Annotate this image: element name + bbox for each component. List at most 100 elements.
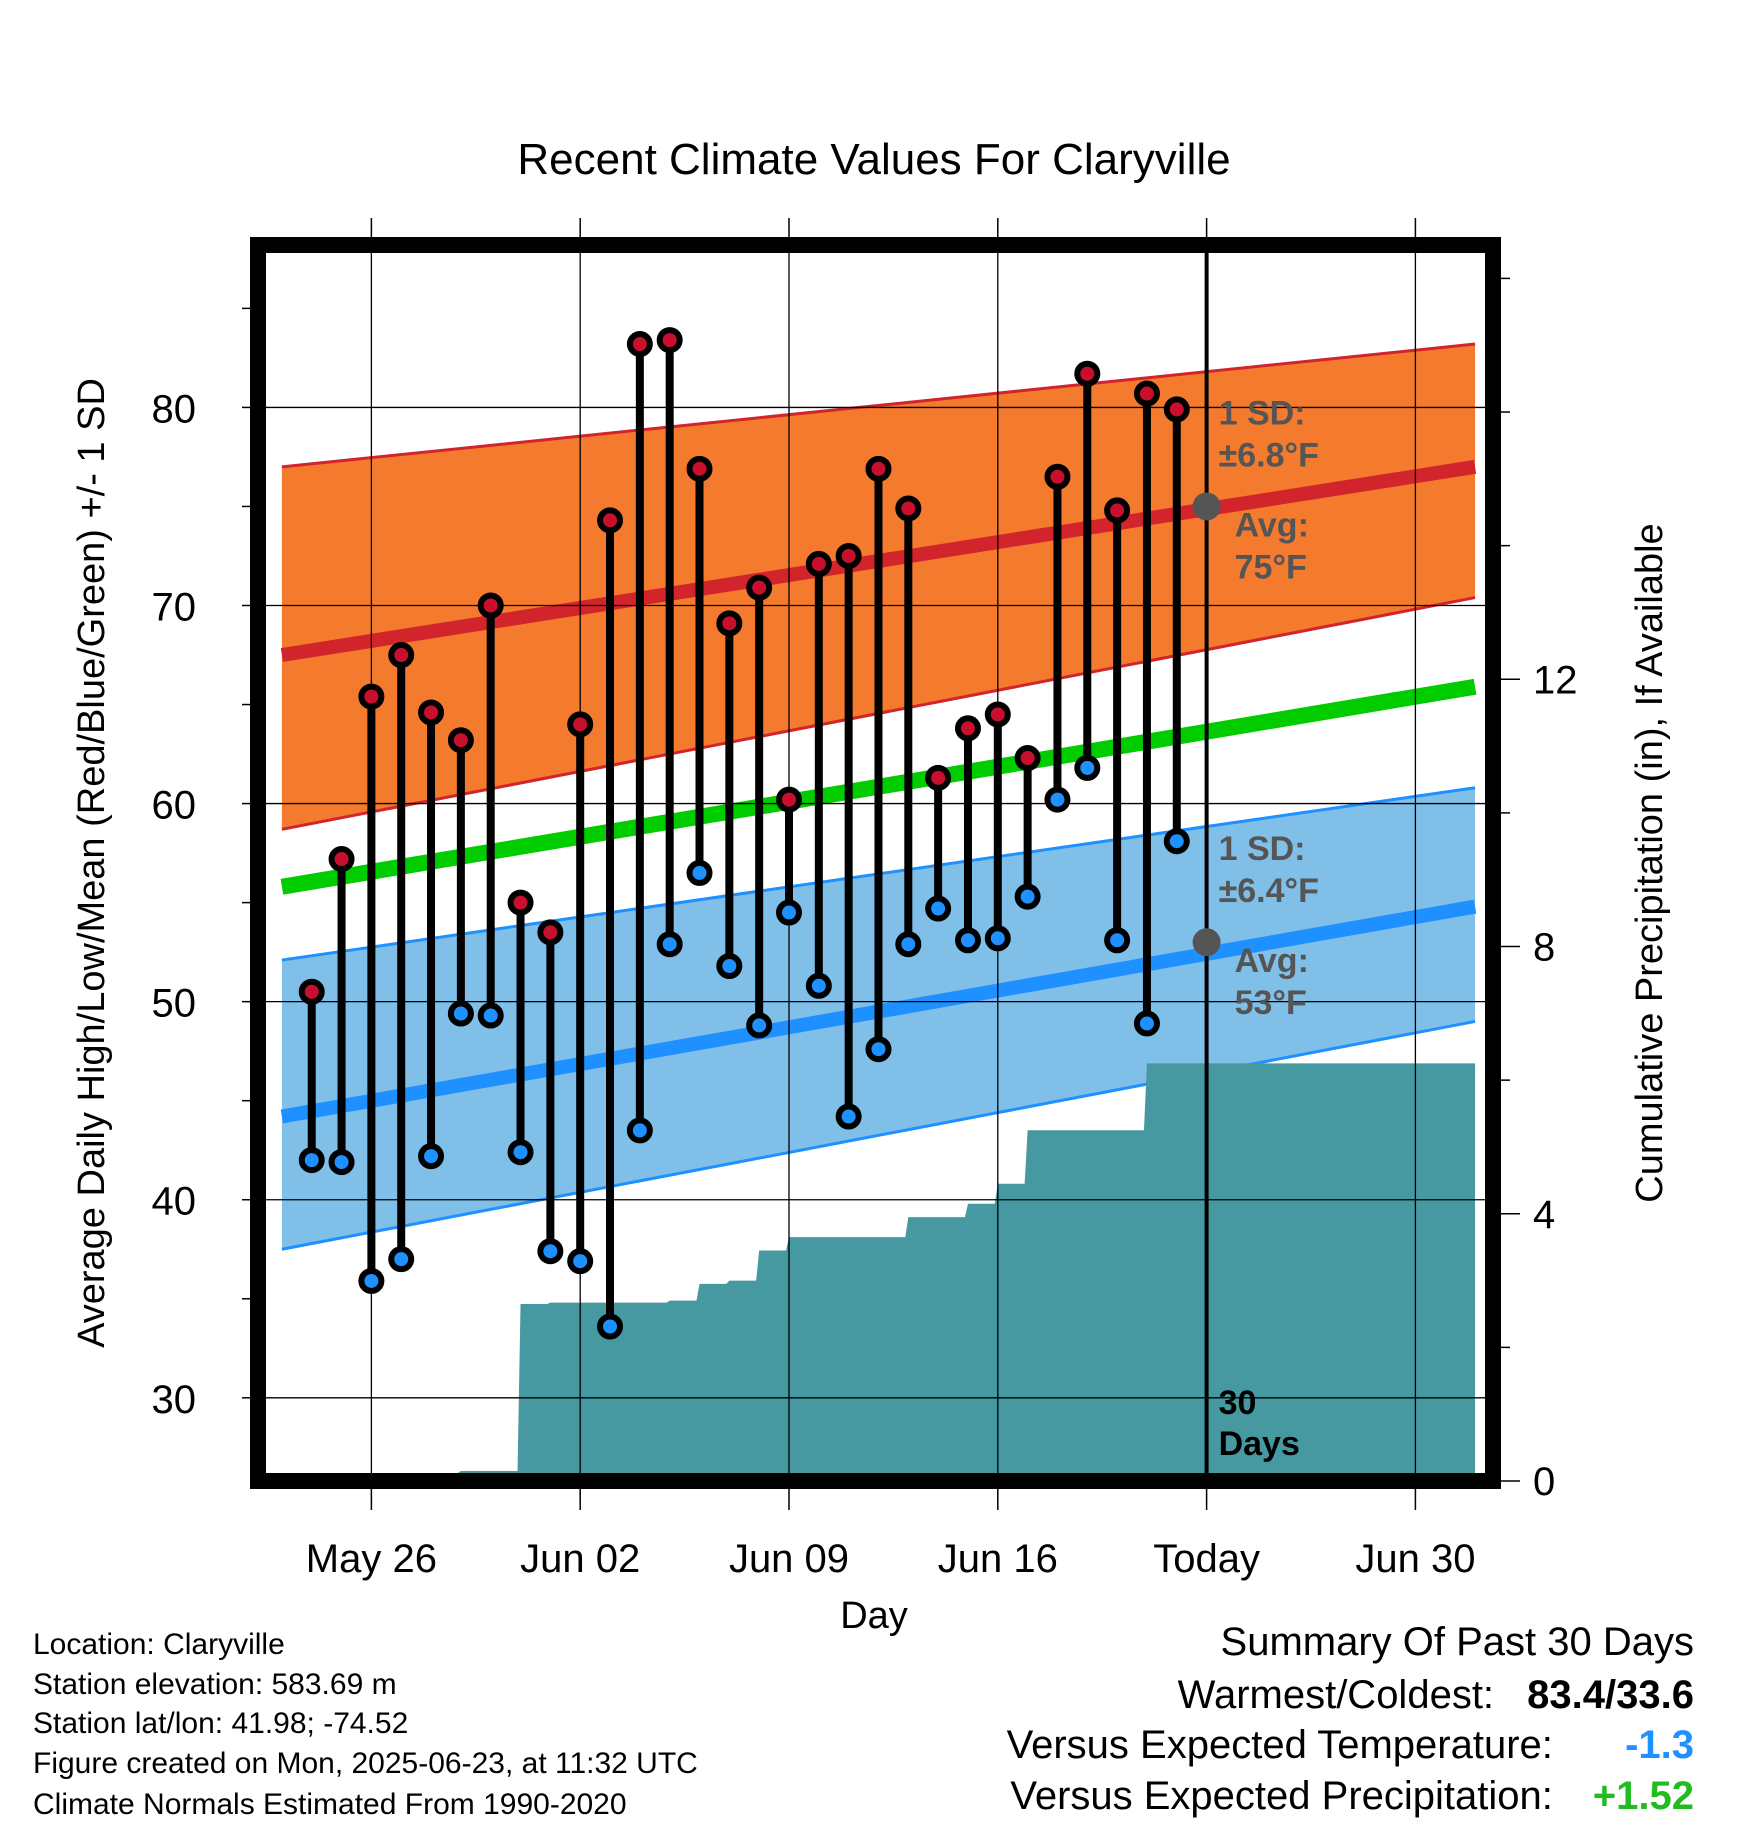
daily-low-point [447, 1000, 474, 1027]
plot-frame [250, 237, 1501, 1489]
daily-low-point [656, 931, 683, 958]
summary-temp-label: Versus Expected Temperature: [1006, 1723, 1553, 1767]
daily-low-point [537, 1238, 564, 1265]
daily-low-point [358, 1267, 385, 1294]
high-avg-value: 75°F [1235, 548, 1307, 586]
daily-low-point [835, 1103, 862, 1130]
daily-high-point [477, 592, 504, 619]
daily-high-point [328, 846, 355, 873]
y-tick-label: 70 [152, 586, 197, 630]
daily-high-point [716, 610, 743, 637]
summary-warm-cold: Warmest/Coldest: 83.4/33.6 [1178, 1675, 1694, 1715]
days-count-label: 30 [1219, 1384, 1257, 1422]
daily-high-point [1163, 396, 1190, 423]
daily-low-point [775, 899, 802, 926]
y-tick-label: 60 [152, 784, 197, 828]
elevation-text: Station elevation: 583.69 m [33, 1668, 397, 1701]
daily-low-point [298, 1147, 325, 1174]
daily-high-point [597, 507, 624, 534]
low-sd-value: ±6.4°F [1219, 872, 1319, 910]
high-avg-marker [1192, 492, 1221, 521]
high-sd-label: 1 SD: [1219, 394, 1306, 432]
x-tick-label: Today [1153, 1537, 1260, 1581]
daily-high-point [358, 683, 385, 710]
daily-low-point [597, 1313, 624, 1340]
daily-high-point [775, 786, 802, 813]
axes: 30 40 50 60 70 80 0 4 8 12 May 26 Jun 02 Jun 09 Jun 1… [152, 218, 1578, 1581]
daily-high-point [865, 455, 892, 482]
high-sd-band-upper-edge [281, 342, 1476, 469]
low-avg-label: Avg: [1235, 942, 1309, 980]
daily-low-point [388, 1246, 415, 1273]
daily-high-point [537, 919, 564, 946]
x-tick-label: Jun 09 [729, 1537, 849, 1581]
daily-low-point [1014, 883, 1041, 910]
daily-high-point [388, 642, 415, 669]
y2-axis-label: Cumulative Precipitation (in), If Availa… [1629, 523, 1671, 1202]
daily-low-point [507, 1139, 534, 1166]
x-tick-label: May 26 [306, 1537, 437, 1581]
created-text: Figure created on Mon, 2025-06-23, at 11… [33, 1747, 698, 1780]
y-axis-label: Average Daily High/Low/Mean (Red/Blue/Gr… [71, 378, 113, 1348]
daily-high-point [447, 727, 474, 754]
x-tick-label: Jun 16 [938, 1537, 1058, 1581]
chart-title: Recent Climate Values For Claryville [517, 135, 1230, 184]
y-tick-label: 50 [152, 982, 197, 1026]
daily-high-point [298, 978, 325, 1005]
daily-low-point [716, 953, 743, 979]
y-tick-label: 80 [152, 387, 197, 431]
x-tick-label: Jun 30 [1355, 1537, 1475, 1581]
daily-high-point [1133, 380, 1160, 407]
daily-low-point [1104, 927, 1131, 954]
y2-tick-label: 4 [1533, 1193, 1555, 1237]
daily-high-point [925, 764, 952, 791]
low-avg-value: 53°F [1235, 984, 1307, 1022]
daily-high-point [746, 574, 773, 601]
daily-low-point [895, 931, 922, 958]
daily-low-point [477, 1002, 504, 1029]
summary-precip-value: +1.52 [1592, 1774, 1694, 1818]
daily-high-point [1014, 745, 1041, 772]
daily-low-point [1044, 786, 1071, 813]
y2-tick-label: 12 [1533, 658, 1578, 702]
days-unit-label: Days [1219, 1425, 1300, 1463]
location-text: Location: Claryville [33, 1628, 285, 1661]
daily-high-point [835, 542, 862, 569]
daily-high-point [895, 495, 922, 522]
daily-high-point [1074, 360, 1101, 387]
normals-period-text: Climate Normals Estimated From 1990-2020 [33, 1788, 627, 1821]
daily-high-point [954, 715, 981, 742]
high-avg-label: Avg: [1235, 506, 1309, 544]
observations: 1 SD: ±6.8°F Avg: 75°F 1 SD: ±6.4°F Avg: 53°F 30… [298, 245, 1319, 1481]
summary-heading: Summary Of Past 30 Days [1220, 1620, 1694, 1664]
daily-low-point [805, 972, 832, 999]
daily-low-point [328, 1149, 355, 1176]
summary-temp: Versus Expected Temperature: -1.3 [1007, 1725, 1694, 1765]
low-sd-label: 1 SD: [1219, 830, 1306, 868]
low-sd-band-lower-edge [281, 1019, 1476, 1251]
y-tick-label: 40 [152, 1180, 197, 1224]
daily-low-point [1133, 1010, 1160, 1037]
summary-precip-label: Versus Expected Precipitation: [1010, 1774, 1553, 1818]
daily-low-point [865, 1036, 892, 1063]
y2-tick-label: 8 [1533, 926, 1555, 970]
y2-tick-label: 0 [1533, 1460, 1555, 1504]
daily-low-point [746, 1012, 773, 1039]
high-sd-value: ±6.8°F [1219, 436, 1319, 474]
daily-high-point [626, 331, 653, 358]
daily-high-point [805, 550, 832, 577]
x-axis-label: Day [840, 1595, 908, 1637]
daily-low-point [626, 1117, 653, 1144]
daily-low-point [925, 895, 952, 922]
daily-high-point [567, 711, 594, 738]
daily-high-point [656, 327, 683, 354]
x-tick-label: Jun 02 [520, 1537, 640, 1581]
daily-high-point [984, 701, 1011, 728]
daily-low-point [954, 927, 981, 954]
daily-high-point [1104, 497, 1131, 524]
daily-high-point [1044, 463, 1071, 490]
y-tick-label: 30 [152, 1378, 197, 1422]
summary-temp-value: -1.3 [1625, 1723, 1694, 1767]
daily-low-point [984, 925, 1011, 952]
